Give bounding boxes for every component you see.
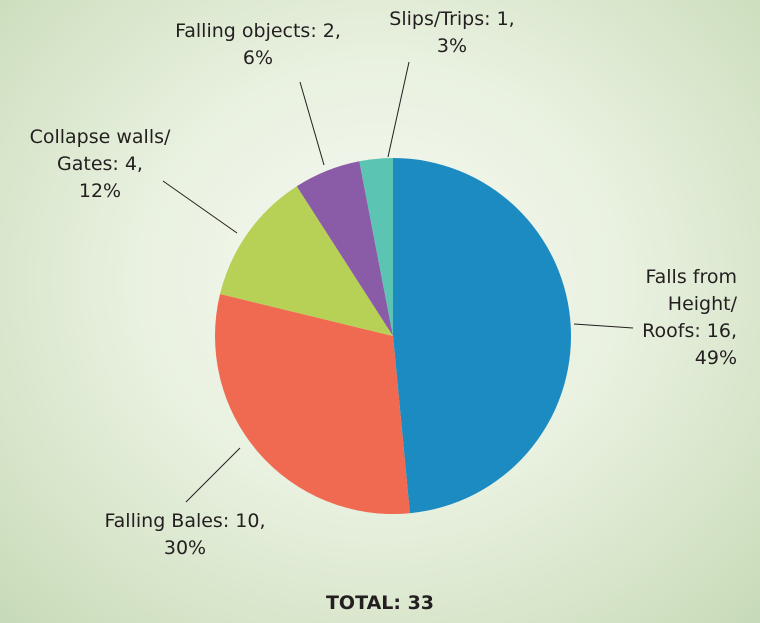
slice-label: Collapse walls/ Gates: 4, 12% <box>0 124 200 205</box>
slice-label: Slips/Trips: 1, 3% <box>362 6 542 60</box>
slice-label: Falls from Height/ Roofs: 16, 49% <box>600 264 737 372</box>
slice-label: Falling Bales: 10, 30% <box>60 508 310 562</box>
leader-line <box>186 448 240 502</box>
total-label: TOTAL: 33 <box>0 592 760 614</box>
leader-line <box>300 82 324 165</box>
slice-label: Falling objects: 2, 6% <box>133 18 383 72</box>
pie-slice <box>393 158 571 513</box>
leader-line <box>388 62 409 157</box>
chart: TOTAL: 33 Falls from Height/ Roofs: 16, … <box>0 0 760 623</box>
